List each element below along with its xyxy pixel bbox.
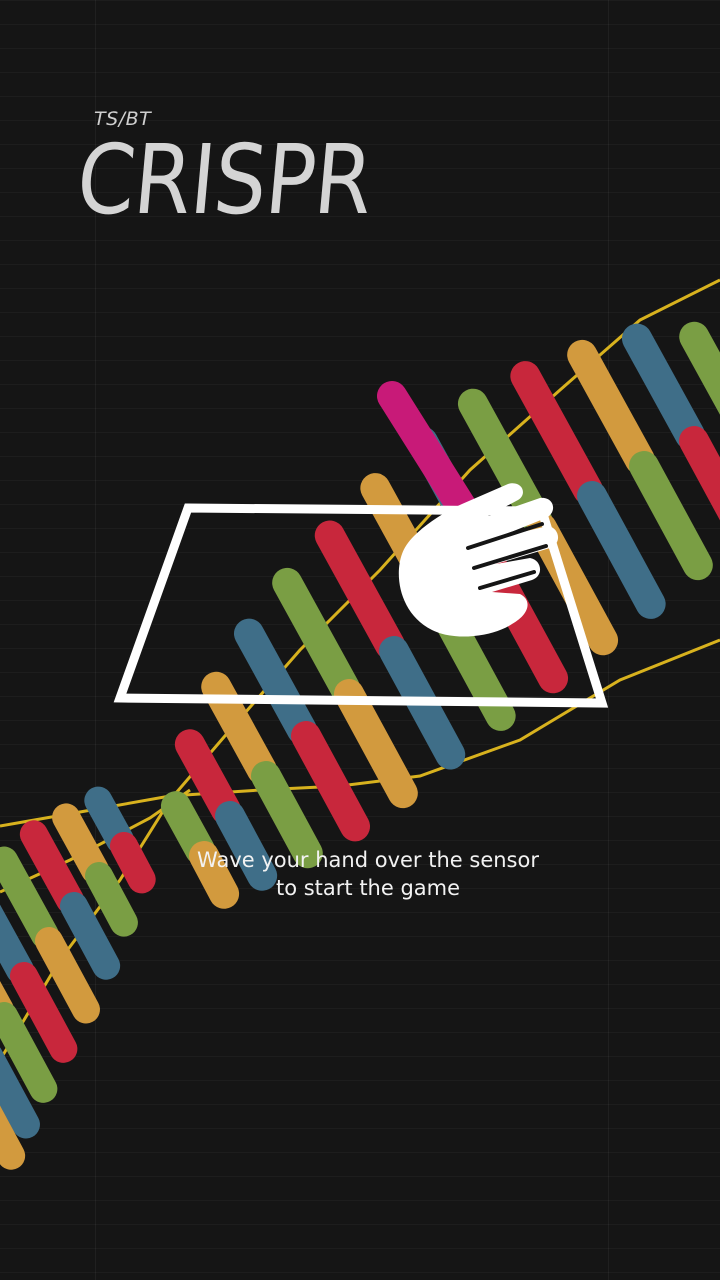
dna-base-segment (334, 679, 418, 809)
dna-base-segment (35, 927, 100, 1024)
dna-base-segment (629, 451, 713, 581)
dna-base-segment (272, 567, 360, 703)
dna-base-segment (189, 841, 240, 909)
dna-base-segment (60, 892, 121, 980)
background-guide-line (95, 0, 96, 1280)
dna-base-segment (19, 820, 84, 914)
dna-base-segment (84, 786, 134, 854)
dna-base-segment (679, 426, 720, 521)
dna-base-segment (160, 791, 215, 865)
hand-icon (398, 483, 559, 637)
brand-label: TS/BT (94, 108, 152, 130)
dna-base-segment (52, 803, 109, 884)
dna-base-segment (0, 1002, 58, 1103)
dna-base-segment (0, 1105, 26, 1170)
instruction-line: Wave your hand over the sensor (197, 848, 539, 872)
dna-base-segment (233, 618, 317, 745)
dna-base-segment (251, 761, 323, 869)
dna-base-segment (0, 846, 59, 949)
dna-base-segment (314, 520, 405, 660)
instruction-line: to start the game (275, 876, 461, 900)
dna-base-segment (215, 801, 278, 891)
sensor-pad-icon (113, 503, 609, 708)
dna-base-segment (0, 904, 34, 984)
dna-base-segment (621, 323, 705, 450)
dna-base-segment (0, 1047, 40, 1139)
dna-base-segment (85, 862, 138, 937)
dna-base-segment (567, 339, 655, 475)
dna-base-segment (679, 321, 720, 415)
dna-highlighted-base (377, 381, 485, 535)
dna-base-segment (457, 388, 553, 537)
start-instruction: Wave your hand over the sensor to start … (160, 846, 576, 902)
dna-base-segment (174, 729, 241, 825)
dna-base-segment (510, 361, 603, 505)
dna-base-segment (110, 832, 156, 894)
dna-base-segment (577, 481, 666, 619)
dna-base-segment (291, 721, 371, 842)
dna-base-segment (10, 962, 78, 1063)
